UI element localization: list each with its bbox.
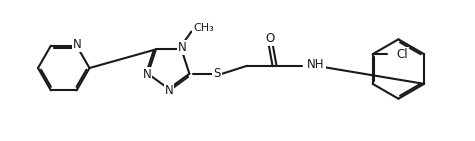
Text: N: N xyxy=(165,84,173,97)
Text: N: N xyxy=(73,38,82,51)
Text: CH₃: CH₃ xyxy=(193,23,214,33)
Text: NH: NH xyxy=(307,58,325,71)
Text: N: N xyxy=(142,68,152,81)
Text: Cl: Cl xyxy=(397,48,408,61)
Text: O: O xyxy=(265,32,274,45)
Text: S: S xyxy=(213,67,221,80)
Text: N: N xyxy=(178,41,187,54)
